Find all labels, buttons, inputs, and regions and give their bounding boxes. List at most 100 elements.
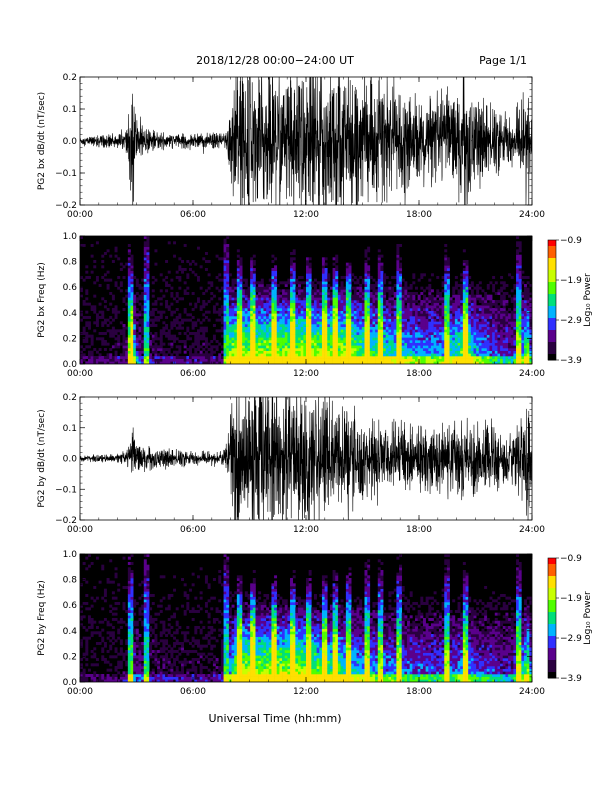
heatmap-cell — [476, 329, 480, 333]
heatmap-cell — [422, 321, 426, 325]
heatmap-cell — [494, 305, 498, 309]
heatmap-cell — [356, 332, 360, 335]
heatmap-cell — [258, 348, 262, 351]
heatmap-cell — [87, 276, 91, 279]
heatmap-cell — [244, 294, 248, 298]
heatmap-cell — [93, 361, 97, 364]
heatmap-cell — [298, 342, 301, 346]
heatmap-cell — [175, 353, 179, 357]
heatmap-cell — [191, 332, 195, 335]
heatmap-cell — [454, 276, 458, 279]
heatmap-cell — [194, 361, 198, 364]
heatmap-cell — [359, 284, 363, 287]
heatmap-cell — [266, 342, 270, 346]
heatmap-cell — [367, 286, 371, 290]
heatmap-cell — [119, 262, 123, 266]
heatmap-cell — [486, 361, 490, 364]
heatmap-cell — [444, 268, 448, 271]
heatmap-cell — [313, 316, 317, 319]
heatmap-cell — [502, 345, 506, 349]
heatmap-cell — [436, 326, 440, 330]
heatmap-cell — [199, 356, 203, 359]
heatmap-cell — [215, 358, 219, 362]
heatmap-cell — [319, 337, 323, 341]
heatmap-cell — [367, 270, 371, 274]
heatmap-cell — [103, 332, 107, 335]
heatmap-cell — [399, 286, 403, 290]
heatmap-cell — [486, 308, 490, 311]
heatmap-cell — [231, 318, 235, 322]
heatmap-cell — [372, 340, 376, 343]
heatmap-cell — [446, 289, 450, 293]
heatmap-cell — [433, 300, 437, 303]
heatmap-cell — [218, 297, 222, 301]
heatmap-cell — [356, 294, 360, 298]
heatmap-cell — [430, 326, 434, 330]
heatmap-cell — [103, 340, 107, 343]
heatmap-cell — [367, 249, 371, 253]
heatmap-cell — [218, 358, 222, 362]
heatmap-cell — [239, 345, 243, 349]
heatmap-cell — [446, 326, 450, 330]
heatmap-cell — [170, 278, 174, 282]
heatmap-cell — [468, 313, 472, 317]
heatmap-cell — [508, 334, 512, 338]
heatmap-cell — [425, 318, 429, 322]
heatmap-cell — [502, 324, 506, 327]
heatmap-cell — [436, 324, 440, 327]
heatmap-cell — [369, 329, 373, 333]
heatmap-cell — [324, 292, 328, 295]
heatmap-cell — [383, 292, 387, 295]
heatmap-cell — [135, 321, 139, 325]
heatmap-cell — [212, 294, 216, 298]
heatmap-cell — [266, 308, 270, 311]
heatmap-cell — [502, 281, 506, 285]
heatmap-cell — [343, 353, 347, 357]
heatmap-cell — [165, 353, 169, 357]
heatmap-cell — [385, 313, 389, 317]
heatmap-cell — [486, 348, 490, 351]
heatmap-cell — [295, 350, 299, 354]
heatmap-cell — [143, 345, 147, 349]
heatmap-cell — [276, 348, 280, 351]
heatmap-cell — [149, 313, 153, 317]
heatmap-cell — [417, 356, 421, 359]
heatmap-cell — [359, 313, 363, 317]
heatmap-cell — [337, 350, 341, 354]
heatmap-cell — [473, 337, 477, 341]
heatmap-cell — [228, 297, 232, 301]
heatmap-cell — [361, 278, 365, 282]
heatmap-cell — [154, 324, 158, 327]
heatmap-cell — [500, 294, 504, 298]
heatmap-cell — [194, 337, 198, 341]
heatmap-cell — [375, 292, 379, 295]
heatmap-cell — [353, 332, 357, 335]
heatmap-cell — [404, 342, 408, 346]
heatmap-cell — [460, 329, 464, 333]
heatmap-cell — [133, 340, 137, 343]
heatmap-cell — [489, 308, 493, 311]
heatmap-cell — [324, 281, 328, 285]
heatmap-cell — [409, 356, 413, 359]
heatmap-cell — [196, 348, 200, 351]
heatmap-cell — [258, 292, 262, 295]
heatmap-cell — [510, 310, 514, 314]
heatmap-cell — [369, 297, 373, 301]
heatmap-cell — [332, 342, 336, 346]
heatmap-cell — [279, 308, 283, 311]
heatmap-cell — [377, 348, 381, 351]
heatmap-cell — [494, 340, 498, 343]
heatmap-cell — [364, 321, 368, 325]
heatmap-cell — [321, 310, 325, 314]
heatmap-cell — [430, 318, 434, 322]
heatmap-cell — [486, 356, 490, 359]
heatmap-cell — [404, 361, 408, 364]
heatmap-cell — [226, 358, 230, 362]
heatmap-cell — [324, 321, 328, 325]
heatmap-cell — [470, 292, 474, 295]
heatmap-cell — [244, 284, 248, 287]
heatmap-cell — [276, 332, 280, 335]
heatmap-cell — [436, 350, 440, 354]
heatmap-cell — [239, 321, 243, 325]
heatmap-cell — [462, 260, 466, 263]
